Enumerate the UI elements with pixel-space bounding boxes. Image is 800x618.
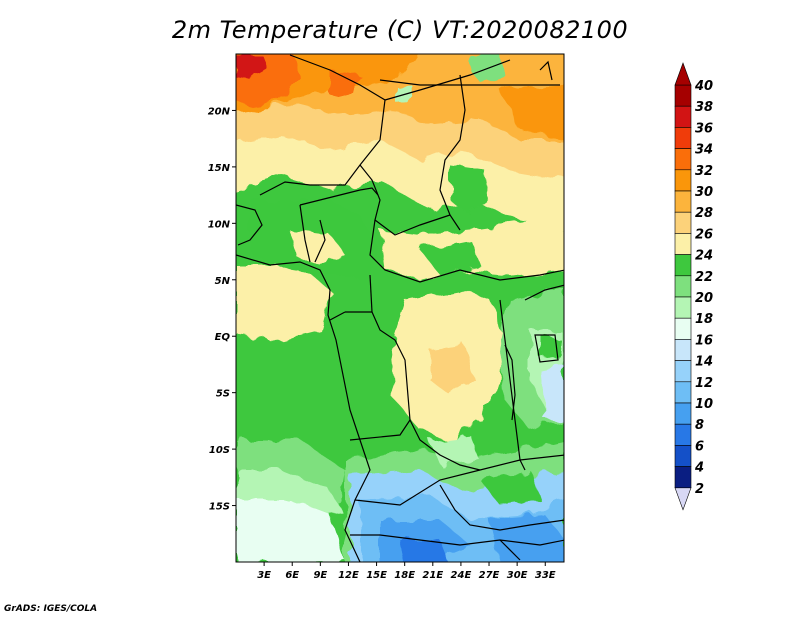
y-tick-label: 10S xyxy=(209,445,230,456)
colorbar-swatch xyxy=(674,381,692,404)
colorbar-label: 12 xyxy=(695,376,713,391)
colorbar-label: 2 xyxy=(695,482,704,497)
colorbar-label: 18 xyxy=(695,312,713,327)
x-tick-label: 24E xyxy=(451,570,472,581)
y-tick-label: 15S xyxy=(209,502,230,513)
chart-title: 2m Temperature (C) VT:2020082100 xyxy=(171,16,629,44)
colorbar-swatch xyxy=(674,360,692,383)
colorbar-label: 30 xyxy=(695,185,713,200)
colorbar-label: 40 xyxy=(694,79,713,94)
colorbar-label: 22 xyxy=(695,270,713,285)
x-tick-label: 33E xyxy=(535,570,556,581)
colorbar-label: 10 xyxy=(695,397,713,412)
colorbar-swatch xyxy=(674,423,692,446)
colorbar-label: 4 xyxy=(694,461,704,476)
colorbar-swatch xyxy=(674,339,692,361)
x-tick-label: 21E xyxy=(422,570,443,581)
y-tick-label: EQ xyxy=(215,332,231,343)
colorbar-label: 34 xyxy=(695,143,713,158)
colorbar-label: 8 xyxy=(695,418,704,433)
colorbar-label: 26 xyxy=(695,227,713,242)
colorbar-swatch xyxy=(674,296,692,319)
y-tick-label: 5N xyxy=(215,276,231,287)
colorbar-swatch xyxy=(674,127,692,149)
x-tick-label: 12E xyxy=(338,570,359,581)
temperature-field xyxy=(236,54,564,562)
colorbar-swatch xyxy=(674,148,692,171)
colorbar-legend: 40 38 36 34 32 30 28 26 24 22 20 18 16 14 12 10 8 6 4 2 xyxy=(674,62,713,511)
colorbar-label: 38 xyxy=(695,100,713,115)
y-tick-label: 20N xyxy=(208,106,231,117)
x-tick-label: 27E xyxy=(479,570,500,581)
colorbar-swatch xyxy=(674,317,692,340)
colorbar-swatch xyxy=(674,254,692,277)
colorbar-swatch xyxy=(674,169,692,192)
y-tick-label: 10N xyxy=(208,219,231,230)
colorbar-label: 36 xyxy=(695,121,713,136)
colorbar-swatch xyxy=(674,275,692,298)
x-tick-label: 15E xyxy=(366,570,387,581)
colorbar-swatch xyxy=(674,445,692,467)
latitude-axis: 20N 15N 10N 5N EQ 5S 10S 15S xyxy=(208,106,236,513)
grads-credit: GrADS: IGES/COLA xyxy=(4,604,98,614)
colorbar-label: 24 xyxy=(695,249,713,264)
colorbar-swatch xyxy=(674,105,692,128)
colorbar-label: 20 xyxy=(695,291,713,306)
y-tick-label: 5S xyxy=(216,389,230,400)
country-borders xyxy=(236,54,564,562)
x-tick-label: 3E xyxy=(257,570,271,581)
x-tick-label: 9E xyxy=(313,570,327,581)
colorbar-swatch xyxy=(674,233,692,255)
colorbar-swatch xyxy=(674,466,692,489)
colorbar-label: 6 xyxy=(695,439,704,454)
longitude-axis: 3E 6E 9E 12E 15E 18E 21E 24E 27E 30E 33E xyxy=(257,562,556,581)
x-tick-label: 30E xyxy=(507,570,528,581)
map-frame xyxy=(235,53,565,563)
y-tick-label: 15N xyxy=(208,163,231,174)
colorbar-label: 32 xyxy=(695,164,713,179)
colorbar-label: 16 xyxy=(695,333,713,348)
x-tick-label: 6E xyxy=(285,570,299,581)
colorbar-label: 28 xyxy=(695,206,713,221)
colorbar-swatch xyxy=(674,84,692,107)
colorbar-swatch xyxy=(674,211,692,234)
colorbar-swatch xyxy=(674,402,692,425)
colorbar-label: 14 xyxy=(695,355,713,370)
colorbar-min-arrow xyxy=(674,487,692,511)
colorbar-swatch xyxy=(674,190,692,213)
x-tick-label: 18E xyxy=(394,570,415,581)
colorbar-max-arrow xyxy=(674,62,692,86)
